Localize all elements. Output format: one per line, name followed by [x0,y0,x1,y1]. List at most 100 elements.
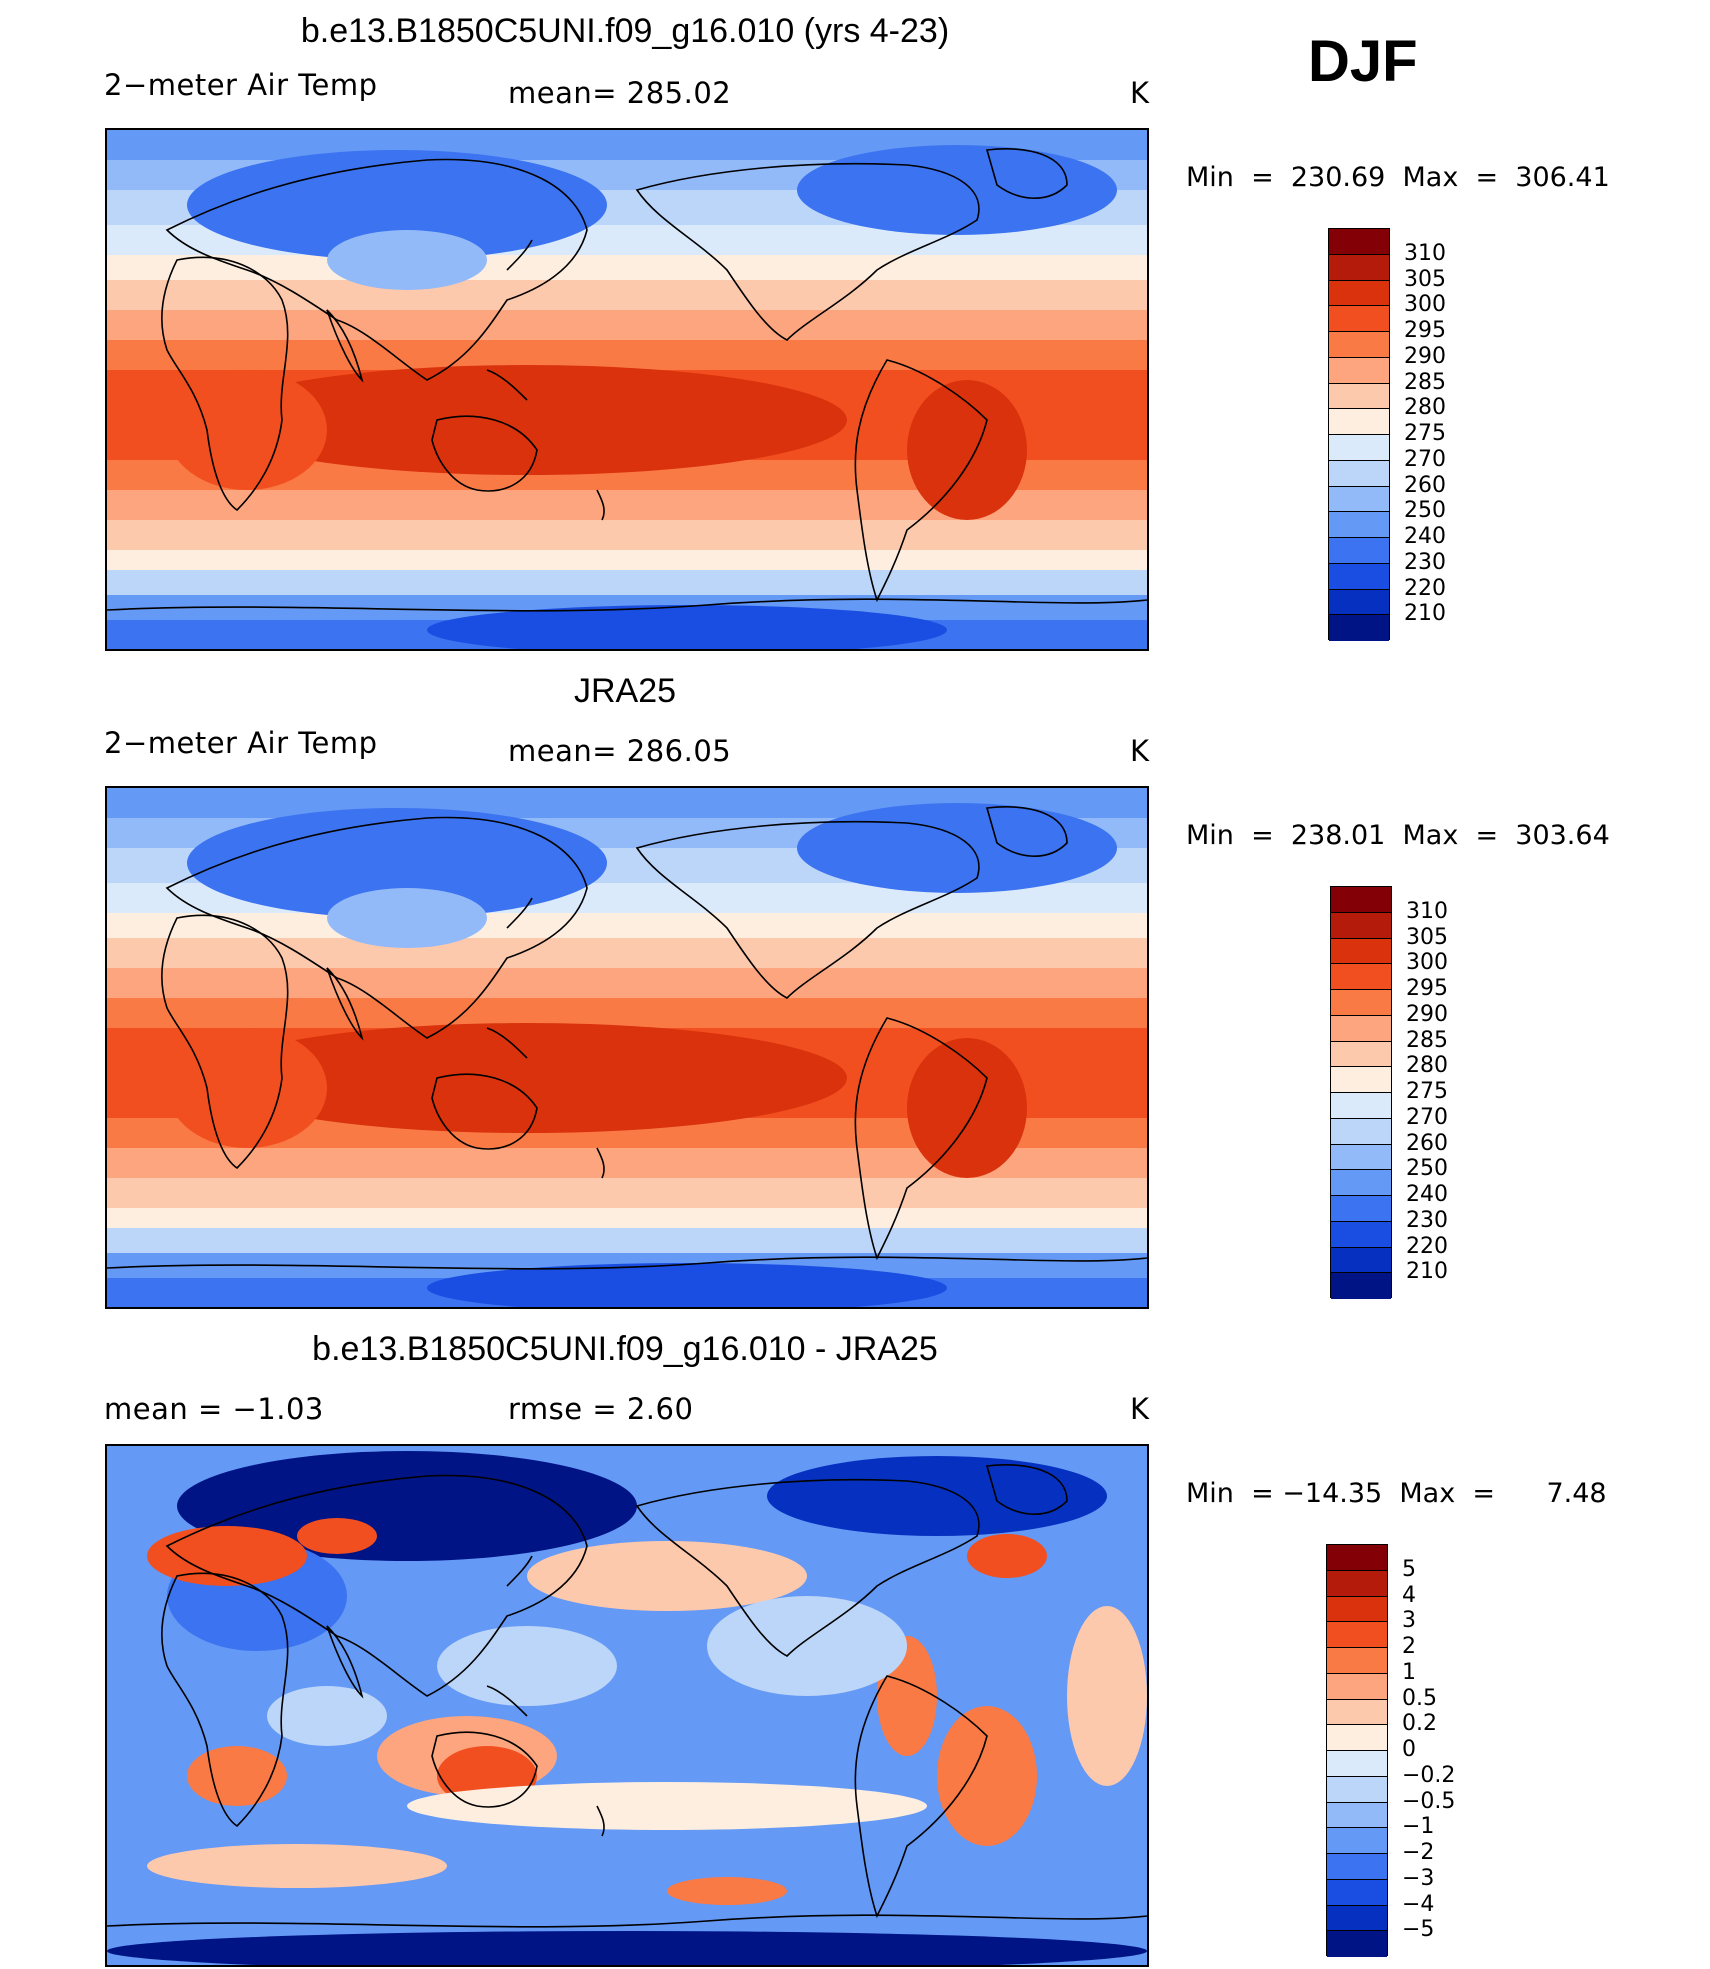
coastline [486,369,528,401]
colorbar-tick-label: 275 [1406,1079,1448,1104]
colorbar-segment [1327,1545,1387,1571]
colorbar-tick-label: 300 [1404,292,1446,318]
panel-1-variable-label: 2−meter Air Temp [104,68,378,102]
contour-band [107,570,1147,595]
colorbar-segment [1327,1854,1387,1880]
coastline [596,1147,605,1179]
coastline [161,256,289,512]
panel-3-min-max: Min = −14.35 Max = 7.48 [1186,1478,1607,1509]
colorbar-tick-label: 285 [1404,369,1446,395]
south-america-region [907,380,1027,520]
colorbar-tick-label: 260 [1404,472,1446,498]
colorbar-segment [1329,357,1389,384]
colorbar-segment [1331,887,1391,913]
colorbar-tick-label: 3 [1402,1608,1416,1634]
coastline [985,805,1068,857]
colorbar-segment [1331,912,1391,939]
coastline [431,1073,538,1150]
colorbar-segment [1327,1648,1387,1674]
contour-band [107,968,1147,998]
colorbar-tick-label: 300 [1406,950,1448,976]
colorbar-tick-label: 4 [1402,1582,1416,1608]
coastline [596,1805,605,1837]
colorbar-tick-label: 270 [1406,1104,1448,1130]
colorbar-segment [1331,990,1391,1016]
colorbar-segment [1327,1776,1387,1803]
colorbar-tick-label: 5 [1402,1556,1416,1582]
coastline [486,1027,528,1059]
panel-1-min-max: Min = 230.69 Max = 306.41 [1186,162,1610,193]
colorbar-tick-label: 305 [1404,266,1446,292]
colorbar-tick-label: 260 [1406,1130,1448,1156]
contour-blob [437,1626,617,1706]
eurasia-cold-region [187,808,607,918]
antarctica-cold-region [427,1263,947,1307]
panel-2-contour-field [107,788,1147,1307]
colorbar-segment [1329,332,1389,358]
contour-band [107,938,1147,968]
coastline [506,1555,533,1587]
season-label: DJF [1308,29,1418,94]
panel-2-mean-label: mean= 286.05 [508,734,732,768]
colorbar-tick-label: 230 [1406,1207,1448,1233]
colorbar-segment [1329,383,1389,410]
colorbar-tick-label: −3 [1402,1865,1435,1891]
colorbar-tick-label: −2 [1402,1840,1435,1865]
coastline [854,1675,988,1919]
colorbar-segment [1327,1570,1387,1597]
panel-1-colorbar [1328,228,1390,641]
contour-band [107,913,1147,938]
colorbar-segment [1331,1196,1391,1222]
colorbar-tick-label: 250 [1406,1156,1448,1182]
colorbar-tick-label: −0.2 [1402,1762,1456,1788]
panel-2-map [105,786,1149,1309]
contour-blob [297,1518,377,1554]
coastline [165,1474,588,1697]
colorbar-tick-label: 310 [1404,240,1446,266]
contour-blob [667,1877,787,1905]
panel-3-contour-field [107,1446,1147,1965]
panel-2-colorbar [1330,886,1392,1299]
colorbar-tick-label: 250 [1404,498,1446,524]
colorbar-segment [1331,1247,1391,1274]
contour-blob [407,1782,927,1830]
colorbar-tick-label: 230 [1404,549,1446,575]
colorbar-segment [1329,254,1389,281]
colorbar-tick-label: 1 [1402,1659,1416,1685]
colorbar-tick-label: 240 [1406,1182,1448,1207]
panel-2-variable-label: 2−meter Air Temp [104,726,378,760]
coastline [596,489,605,521]
contour-blob [937,1706,1037,1846]
panel-3-map [105,1444,1149,1967]
colorbar-segment [1327,1828,1387,1854]
colorbar-tick-label: −4 [1402,1891,1435,1917]
contour-blob [147,1844,447,1888]
colorbar-segment [1331,1015,1391,1042]
colorbar-segment [1329,589,1389,616]
colorbar-segment [1329,460,1389,487]
coastline [854,359,988,603]
colorbar-segment [1327,1596,1387,1623]
contour-band [107,550,1147,570]
contour-blob [187,1746,287,1806]
colorbar-segment [1327,1931,1387,1957]
coastline [635,820,980,999]
africa-region [167,1028,327,1148]
coastline [107,1914,1147,1928]
contour-band [107,1178,1147,1208]
colorbar-segment [1327,1751,1387,1777]
colorbar-tick-label: 0.2 [1402,1711,1437,1737]
colorbar-segment [1331,1170,1391,1196]
contour-band [107,280,1147,310]
contour-band [107,255,1147,280]
colorbar-segment [1327,1905,1387,1932]
contour-blob [267,1686,387,1746]
colorbar-segment [1331,1144,1391,1171]
panel-3-mean-label: mean = −1.03 [104,1392,324,1426]
colorbar-tick-label: 210 [1406,1259,1448,1285]
colorbar-tick-label: 280 [1404,395,1446,421]
coastline [431,1731,538,1808]
colorbar-tick-label: 305 [1406,924,1448,950]
colorbar-tick-label: 280 [1406,1053,1448,1079]
coastline [107,1256,1147,1270]
